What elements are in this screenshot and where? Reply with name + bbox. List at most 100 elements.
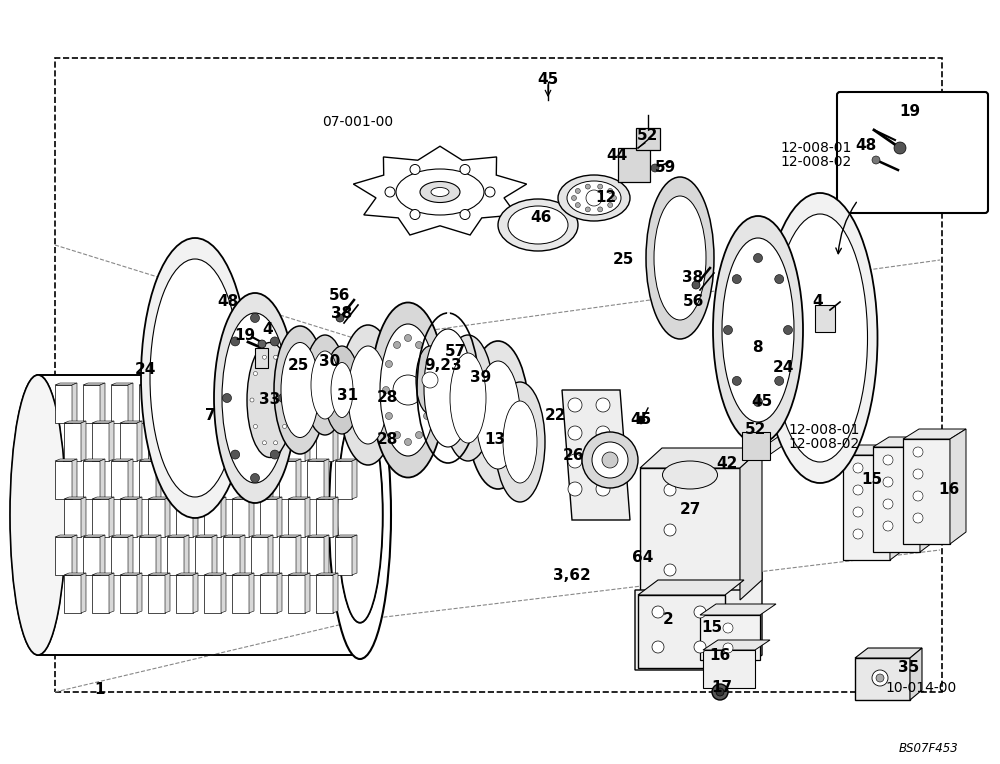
Bar [55, 58, 942, 692]
Circle shape [913, 491, 923, 501]
Text: 9,23: 9,23 [424, 358, 462, 373]
Text: 64: 64 [632, 551, 654, 565]
Polygon shape [335, 459, 357, 461]
Circle shape [385, 413, 392, 419]
Polygon shape [305, 421, 310, 461]
Circle shape [286, 398, 290, 402]
Polygon shape [139, 461, 156, 499]
Polygon shape [167, 459, 189, 461]
Polygon shape [260, 421, 282, 423]
Circle shape [410, 164, 420, 174]
Polygon shape [305, 573, 310, 613]
Text: 25: 25 [287, 358, 309, 373]
Polygon shape [195, 535, 217, 537]
Ellipse shape [476, 361, 520, 469]
Polygon shape [232, 421, 254, 423]
Polygon shape [64, 573, 86, 575]
Polygon shape [333, 421, 338, 461]
Polygon shape [81, 573, 86, 613]
Ellipse shape [371, 303, 445, 478]
Polygon shape [260, 499, 277, 537]
Polygon shape [83, 461, 100, 499]
Polygon shape [55, 537, 72, 575]
Polygon shape [240, 535, 245, 575]
Circle shape [222, 393, 232, 403]
Polygon shape [260, 497, 282, 499]
Polygon shape [195, 459, 217, 461]
Polygon shape [288, 573, 310, 575]
Polygon shape [352, 535, 357, 575]
Text: 42: 42 [716, 455, 738, 471]
Circle shape [575, 202, 580, 208]
Polygon shape [562, 390, 630, 520]
Circle shape [422, 372, 438, 388]
Polygon shape [260, 573, 282, 575]
Circle shape [336, 314, 344, 322]
Polygon shape [316, 575, 333, 613]
Polygon shape [64, 497, 86, 499]
Polygon shape [148, 421, 170, 423]
Polygon shape [335, 537, 352, 575]
Polygon shape [268, 535, 273, 575]
Polygon shape [251, 461, 268, 499]
Polygon shape [873, 447, 920, 552]
Text: 07-001-00: 07-001-00 [322, 115, 394, 129]
Ellipse shape [763, 193, 878, 483]
Polygon shape [277, 497, 282, 537]
Circle shape [394, 432, 400, 439]
Polygon shape [223, 461, 240, 499]
Polygon shape [167, 535, 189, 537]
Circle shape [416, 432, 422, 439]
Text: 46: 46 [530, 211, 552, 225]
Text: 22: 22 [545, 407, 567, 422]
Ellipse shape [274, 326, 326, 454]
Circle shape [732, 377, 741, 385]
Text: 3,62: 3,62 [553, 568, 591, 582]
Text: 15: 15 [861, 472, 883, 487]
Polygon shape [120, 421, 142, 423]
Polygon shape [176, 497, 198, 499]
Polygon shape [111, 459, 133, 461]
Circle shape [385, 187, 395, 197]
Ellipse shape [450, 353, 486, 443]
Polygon shape [251, 459, 273, 461]
Ellipse shape [508, 206, 568, 244]
Circle shape [568, 454, 582, 468]
Ellipse shape [442, 335, 494, 461]
Ellipse shape [10, 375, 66, 655]
Polygon shape [139, 385, 156, 423]
Polygon shape [221, 497, 226, 537]
Text: 56: 56 [328, 289, 350, 303]
Polygon shape [843, 455, 890, 560]
Polygon shape [83, 383, 105, 385]
Polygon shape [176, 421, 198, 423]
Text: 33: 33 [259, 393, 281, 407]
Ellipse shape [330, 373, 390, 658]
Circle shape [652, 641, 664, 653]
Ellipse shape [654, 196, 706, 320]
Circle shape [872, 156, 880, 164]
Polygon shape [92, 497, 114, 499]
Polygon shape [92, 423, 109, 461]
Polygon shape [148, 423, 165, 461]
Polygon shape [137, 421, 142, 461]
Polygon shape [251, 385, 268, 423]
Ellipse shape [329, 371, 391, 659]
Text: 31: 31 [337, 387, 359, 403]
Bar [815, 305, 835, 332]
Polygon shape [740, 448, 762, 600]
Polygon shape [288, 499, 305, 537]
Circle shape [460, 209, 470, 219]
Text: 45: 45 [537, 73, 559, 88]
Polygon shape [296, 383, 301, 423]
Ellipse shape [337, 407, 383, 623]
Polygon shape [128, 535, 133, 575]
Polygon shape [903, 429, 966, 439]
Polygon shape [83, 459, 105, 461]
Circle shape [775, 274, 784, 283]
Polygon shape [240, 459, 245, 499]
Circle shape [485, 187, 495, 197]
Text: 38: 38 [331, 306, 353, 321]
Polygon shape [92, 421, 114, 423]
Polygon shape [335, 383, 357, 385]
